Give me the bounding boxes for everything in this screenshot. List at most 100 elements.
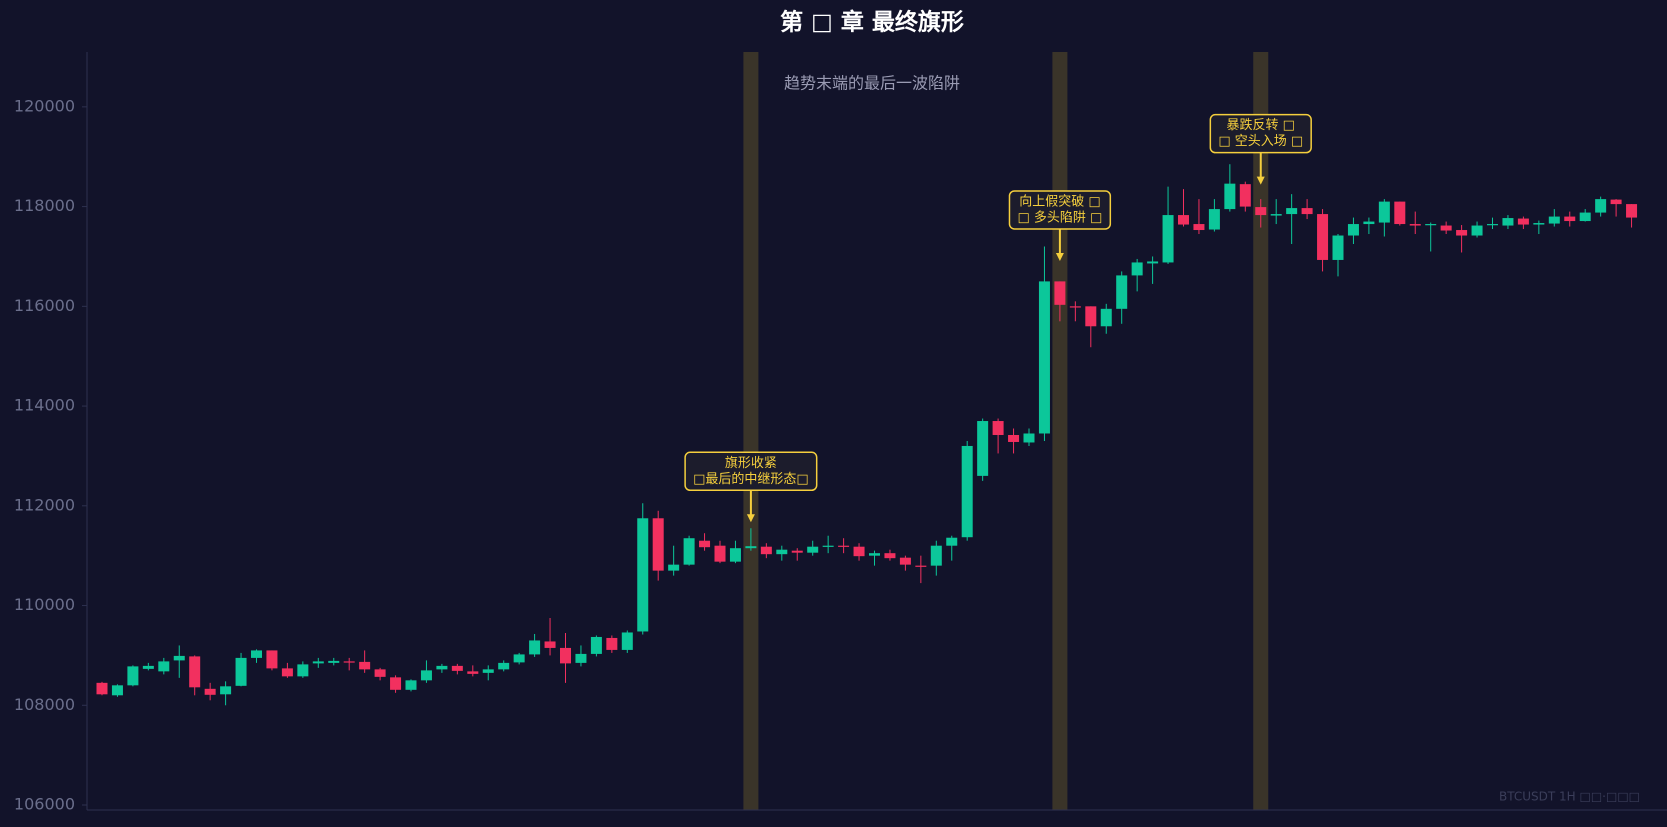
candle-body [683,538,695,565]
candle-body [204,688,216,695]
candle-body [1610,199,1622,205]
annotation-arrowhead [746,514,755,523]
y-tick-label: 108000 [14,695,75,714]
candle-body [1023,433,1035,443]
annotation: 旗形收紧□最后的中继形态□ [684,451,818,523]
candle-body [297,664,309,677]
candle-body [266,650,278,669]
candle-body [745,546,757,549]
candle-body [390,677,402,690]
candle-body [575,653,587,663]
candle-body [312,661,324,664]
candle-body [436,665,448,670]
candle-body [173,655,185,661]
candle-body [1116,275,1128,309]
candle-body [1239,184,1251,207]
candle-body [1162,215,1174,263]
y-tick-label: 112000 [14,495,75,514]
candle-body [1533,223,1545,225]
candle-body [1332,235,1344,260]
candle-body [961,445,973,538]
candle-body [992,421,1004,435]
candle-body [1286,208,1298,215]
candle-body [791,550,803,553]
candle-body [1100,308,1112,327]
y-tick-label: 106000 [14,795,75,814]
candle-body [482,669,494,673]
candle-body [606,637,618,650]
annotation-arrowhead [1256,176,1265,185]
candle-body [467,671,479,674]
chart-subtitle: 趋势末端的最后一波陷阱 [784,74,960,93]
candle-body [1008,434,1020,442]
candle-body [807,546,819,553]
candle-body [1502,218,1514,226]
candle-body [1595,199,1607,213]
annotation-text: 旗形收紧 [725,455,777,471]
highlight-band [743,52,759,810]
candle-body [637,518,649,632]
candle-body [699,540,711,548]
highlight-band [1253,52,1269,810]
candle-body [1564,216,1576,222]
candle-body [1517,218,1529,225]
annotation: 向上假突破 □□ 多头陷阱 □ [1008,190,1112,261]
candle-body [621,632,633,650]
annotation: 暴跌反转 □□ 空头入场 □ [1209,113,1312,185]
candle-body [652,518,664,571]
candle-body [1069,306,1081,308]
candle-body [359,661,371,670]
candle-body [1178,215,1189,225]
candle-body [1255,207,1267,216]
candle-body [1626,204,1638,218]
y-tick-label: 120000 [14,96,75,115]
candle-body [899,557,911,565]
candle-body [1054,281,1066,305]
candle-body [1363,221,1375,225]
candle-body [1147,261,1159,264]
candle-body [853,546,865,557]
candle-body [822,545,834,547]
candle-body [142,665,154,669]
annotation-text: □最后的中继形态□ [693,471,809,487]
chart-title: 第 □ 章 最终旗形 [780,9,964,36]
annotation-text: 暴跌反转 □ [1227,117,1295,133]
candle-body [96,682,108,695]
candle-body [838,545,850,547]
candle-body [1301,208,1313,215]
candle-body [235,657,247,686]
candle-body [1548,216,1560,224]
candle-body [281,668,293,677]
candle-body [560,647,571,664]
candle-body [869,553,880,556]
y-tick-label: 118000 [14,196,75,215]
candle-body [1487,224,1498,226]
candle-body [343,661,355,663]
candle-body [498,662,510,670]
candle-body [1471,225,1483,236]
candle-body [1394,201,1406,225]
candle-body [1347,224,1359,236]
candle-body [1224,183,1236,210]
watermark: BTCUSDT 1H □□·□□□ [1499,790,1640,804]
annotation-arrowhead [1055,252,1064,261]
annotation-text: 向上假突破 □ [1019,193,1100,209]
candle-body [915,565,927,567]
annotation-text: □ 多头陷阱 □ [1017,209,1102,225]
candle-body [1038,281,1050,434]
y-tick-label: 116000 [14,296,75,315]
candle-body [420,670,432,681]
candle-body [1085,306,1097,327]
candle-body [251,650,262,658]
candle-body [977,421,989,476]
candle-body [1270,214,1282,216]
candle-body [590,636,602,654]
candle-body [1425,224,1437,226]
candle-body [158,661,170,672]
candle-body [1579,212,1591,222]
candle-body [776,549,788,555]
candle-body [544,641,556,648]
y-tick-label: 114000 [14,396,75,415]
